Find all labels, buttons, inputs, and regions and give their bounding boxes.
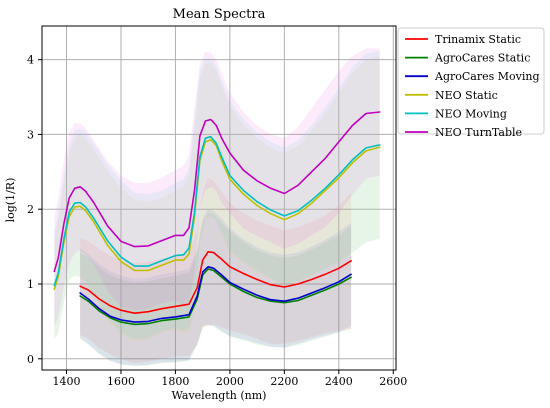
legend: Trinamix Static AgroCares Static AgroCares… bbox=[397, 27, 545, 139]
y-axis-label: log(1/R) bbox=[4, 178, 17, 223]
series-line-agrocares-moving bbox=[79, 265, 352, 323]
band-agrocares-moving bbox=[80, 209, 352, 366]
legend-box bbox=[397, 27, 545, 135]
x-tick-label: 2400 bbox=[325, 375, 353, 388]
legend-label-neo-moving: NEO Moving bbox=[435, 107, 507, 120]
y-axis-ticks: 0 1 2 3 4 bbox=[27, 54, 42, 366]
legend-label-agrocares-moving: AgroCares Moving bbox=[434, 70, 540, 83]
band-neo-moving bbox=[54, 50, 380, 340]
series-line-agrocares-static bbox=[79, 268, 352, 326]
x-tick-label: 1800 bbox=[161, 375, 189, 388]
series-line-neo-turntable bbox=[53, 111, 381, 273]
y-tick-label: 0 bbox=[27, 353, 34, 366]
std-bands bbox=[54, 48, 380, 367]
grid bbox=[42, 26, 396, 370]
x-tick-label: 2200 bbox=[270, 375, 298, 388]
y-tick-label: 1 bbox=[27, 278, 34, 291]
y-tick-label: 4 bbox=[27, 54, 34, 67]
x-tick-label: 1600 bbox=[107, 375, 135, 388]
y-tick-label: 2 bbox=[27, 203, 34, 216]
legend-label-trinamix-static: Trinamix Static bbox=[435, 33, 521, 46]
legend-label-neo-static: NEO Static bbox=[435, 89, 498, 102]
band-agrocares-static bbox=[80, 213, 352, 367]
band-neo-turntable bbox=[54, 48, 380, 326]
legend-items: Trinamix Static AgroCares Static AgroCares… bbox=[405, 33, 540, 139]
y-tick-label: 3 bbox=[27, 128, 34, 141]
legend-label-neo-turntable: NEO TurnTable bbox=[435, 126, 522, 139]
x-axis-label: Wavelength (nm) bbox=[172, 389, 267, 402]
legend-label-agrocares-static: AgroCares Static bbox=[434, 52, 530, 65]
series-lines bbox=[53, 111, 381, 326]
chart-title: Mean Spectra bbox=[173, 7, 266, 22]
x-tick-label: 2000 bbox=[216, 375, 244, 388]
x-tick-label: 1400 bbox=[53, 375, 81, 388]
plot-frame bbox=[41, 25, 397, 371]
x-tick-label: 2600 bbox=[379, 375, 407, 388]
x-axis-ticks: 1400 1600 1800 2000 2200 2400 2600 bbox=[53, 370, 407, 388]
series-line-trinamix-static bbox=[79, 251, 352, 315]
series-line-neo-moving bbox=[53, 135, 381, 287]
